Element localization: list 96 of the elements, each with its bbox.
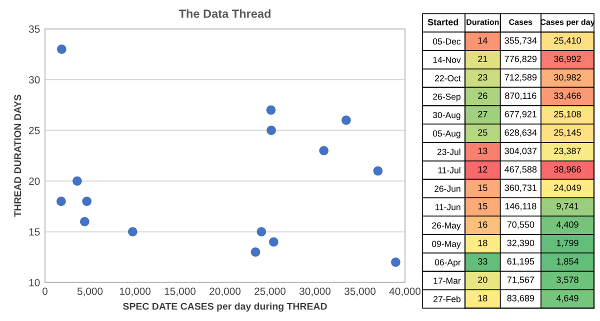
y-tick-label: 23-Jul (437, 148, 460, 155)
data-label: 776,829 (504, 56, 537, 64)
data-label: 355,734 (504, 37, 537, 45)
point (266, 105, 276, 115)
point (269, 237, 278, 247)
x-tick-label: Cases (509, 19, 532, 25)
data-label: 4,409 (556, 221, 578, 229)
y-tick-label: 09-May (432, 240, 461, 249)
y-tick-label: 15 (29, 228, 40, 236)
data-label: 1,854 (556, 258, 579, 266)
x-tick-label: Duration (466, 19, 499, 25)
data-label: 32,390 (507, 240, 534, 248)
data-label: 14 (478, 37, 488, 44)
data-label: 70,550 (507, 221, 534, 229)
x-tick-label: 35,000 (344, 288, 376, 296)
point (82, 196, 92, 206)
x-tick-label: 5,000 (77, 288, 103, 296)
point (319, 146, 328, 156)
data-label: 33,466 (554, 92, 581, 100)
data-label: 677,921 (504, 110, 537, 118)
data-label: 9,741 (556, 202, 578, 210)
y-tick-label: 26-Sep (433, 94, 460, 102)
point (57, 44, 66, 54)
point (266, 126, 276, 135)
x-axis-title: SPEC DATE CASES per day during THREAD (123, 302, 327, 312)
y-tick-label: 30-Aug (432, 112, 460, 120)
y-tick-label: 26-Jun (434, 186, 460, 192)
data-label: 16 (478, 221, 488, 228)
data-label: 25,145 (554, 129, 581, 137)
data-label: 1,799 (556, 240, 578, 248)
y-axis-title: Started (428, 18, 458, 26)
y-tick-label: 30 (28, 76, 40, 84)
point (72, 176, 82, 186)
data-label: 23,387 (554, 148, 581, 156)
x-tick-label: 40,000 (389, 288, 421, 296)
y-tick-label: 22-Oct (435, 75, 461, 82)
data-label: 25 (478, 129, 488, 136)
chart-title: The Data Thread (178, 9, 270, 18)
point (342, 116, 351, 125)
data-label: 71,567 (507, 276, 534, 284)
data-label: 870,116 (505, 92, 536, 100)
y-tick-label: 14-Nov (433, 56, 461, 63)
x-tick-label: 15,000 (164, 288, 196, 296)
data-label: 18 (478, 294, 488, 302)
data-label: 712,589 (504, 74, 537, 82)
y-tick-label: 35 (28, 25, 40, 33)
x-tick-label: 0 (42, 288, 48, 295)
data-label: 15 (478, 203, 488, 210)
data-label: 24,049 (554, 184, 581, 192)
data-label: 20 (478, 276, 488, 283)
y-tick-label: 10 (29, 278, 40, 286)
data-label: 4,649 (556, 294, 578, 302)
y-tick-label: 17-Mar (434, 278, 461, 284)
data-label: 18 (478, 240, 488, 246)
data-label: 628,634 (504, 129, 537, 137)
data-label: 83,689 (507, 294, 534, 302)
x-tick-label: 25,000 (254, 288, 286, 296)
y-tick-label: 06-Apr (434, 259, 461, 268)
data-label: 33 (478, 258, 488, 265)
data-label: 36,992 (554, 56, 581, 64)
data-label: 15 (478, 184, 488, 191)
data-label: 467,588 (504, 166, 537, 174)
data-label: 27 (478, 110, 488, 118)
y-tick-label: 05-Aug (432, 130, 460, 138)
data-label: 61,195 (507, 258, 534, 266)
data-label: 13 (478, 148, 488, 154)
y-tick-label: 27-Feb (434, 296, 460, 302)
y-tick-label: 26-May (432, 222, 461, 230)
y-tick-label: 11-Jun (435, 204, 460, 210)
y-tick-label: 20 (29, 178, 40, 185)
data-label: 23 (478, 74, 488, 81)
data-label: 3,578 (556, 276, 578, 284)
y-axis-title: THREAD DURATION DAYS (14, 94, 22, 217)
x-tick-label: 10,000 (120, 288, 151, 296)
x-tick-label: 30,000 (299, 288, 331, 296)
x-tick-label: 20,000 (210, 288, 241, 296)
point (250, 247, 260, 257)
point (128, 227, 138, 236)
point (373, 166, 383, 176)
data-label: 26 (478, 92, 488, 99)
data-label: 360,731 (504, 184, 537, 192)
data-label: 21 (478, 56, 488, 62)
data-label: 25,410 (554, 37, 581, 45)
point (256, 227, 266, 236)
data-label: 38,966 (554, 166, 581, 174)
y-tick-label: 11-Jul (438, 166, 460, 174)
point (80, 216, 90, 226)
data-label: 304,037 (504, 148, 537, 156)
y-tick-label: 25 (29, 126, 40, 134)
data-label: 146,118 (505, 202, 536, 210)
point (56, 196, 66, 206)
y-tick-label: 05-Dec (432, 38, 461, 45)
data-label: 25,108 (554, 110, 581, 118)
data-label: 12 (478, 166, 488, 172)
point (391, 258, 400, 267)
data-label: 30,982 (554, 74, 581, 82)
